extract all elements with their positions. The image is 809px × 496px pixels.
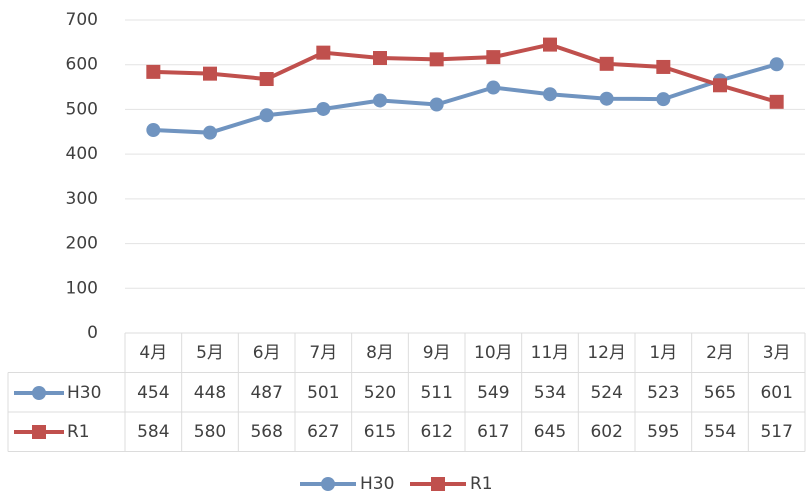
point — [373, 51, 387, 66]
table-value: 565 — [704, 383, 736, 403]
x-tick-label: 7月 — [309, 343, 337, 363]
table-value: 520 — [364, 383, 396, 403]
point — [32, 425, 46, 439]
x-tick-label: 6月 — [253, 343, 281, 363]
point — [316, 101, 331, 116]
table-value: 523 — [647, 383, 679, 403]
table-value: 487 — [250, 383, 282, 403]
y-tick-label: 500 — [66, 99, 98, 119]
legend-label: R1 — [470, 474, 493, 494]
x-tick-label: 2月 — [706, 343, 734, 363]
point — [203, 125, 217, 140]
table-value: 501 — [307, 383, 339, 403]
table-value: 511 — [420, 383, 452, 403]
point — [146, 122, 161, 137]
point — [486, 50, 501, 65]
point — [32, 386, 46, 400]
legend-label: H30 — [360, 474, 394, 494]
point — [656, 59, 671, 74]
table-value: 595 — [647, 422, 679, 442]
point — [769, 94, 784, 109]
table-value: 612 — [420, 422, 452, 442]
table-value: 534 — [534, 383, 566, 403]
point — [486, 80, 501, 95]
point — [259, 108, 274, 123]
point — [543, 87, 557, 102]
x-tick-label: 9月 — [423, 343, 451, 363]
point — [316, 45, 331, 60]
y-tick-label: 200 — [66, 234, 98, 254]
y-tick-label: 300 — [66, 189, 98, 209]
y-tick-label: 400 — [66, 144, 98, 164]
x-tick-label: 12月 — [587, 343, 626, 363]
x-tick-label: 8月 — [366, 343, 394, 363]
x-tick-label: 1月 — [649, 343, 677, 363]
y-tick-label: 0 — [87, 323, 98, 343]
x-tick-label: 5月 — [196, 343, 224, 363]
point — [373, 93, 387, 108]
y-tick-label: 700 — [66, 10, 98, 30]
table-value: 580 — [194, 422, 226, 442]
table-value: 617 — [477, 422, 509, 442]
point — [599, 56, 614, 71]
point — [203, 66, 217, 81]
table-series-label: R1 — [67, 422, 90, 442]
point — [431, 477, 445, 491]
table-value: 554 — [704, 422, 736, 442]
table-series-label: H30 — [67, 383, 101, 403]
table-value: 517 — [760, 422, 792, 442]
point — [429, 52, 444, 67]
line — [153, 42, 778, 104]
point — [543, 37, 557, 52]
x-tick-label: 3月 — [763, 343, 791, 363]
table-value: 448 — [194, 383, 226, 403]
point — [713, 78, 727, 93]
y-tick-label: 600 — [66, 55, 98, 75]
point — [429, 97, 444, 112]
table-value: 549 — [477, 383, 509, 403]
point — [656, 92, 671, 107]
x-tick-label: 11月 — [531, 343, 570, 363]
point — [599, 91, 614, 106]
point — [321, 477, 335, 491]
table-value: 645 — [534, 422, 566, 442]
x-tick-label: 4月 — [139, 343, 167, 363]
y-tick-label: 100 — [66, 278, 98, 298]
table-value: 524 — [590, 383, 622, 403]
point — [146, 64, 161, 79]
x-tick-label: 10月 — [474, 343, 513, 363]
table-value: 454 — [137, 383, 169, 403]
table-value: 627 — [307, 422, 339, 442]
table-value: 601 — [760, 383, 792, 403]
point — [259, 72, 274, 87]
line — [153, 62, 778, 135]
point — [769, 57, 784, 72]
table-value: 615 — [364, 422, 396, 442]
table-value: 584 — [137, 422, 169, 442]
table-value: 568 — [250, 422, 282, 442]
table-value: 602 — [590, 422, 622, 442]
